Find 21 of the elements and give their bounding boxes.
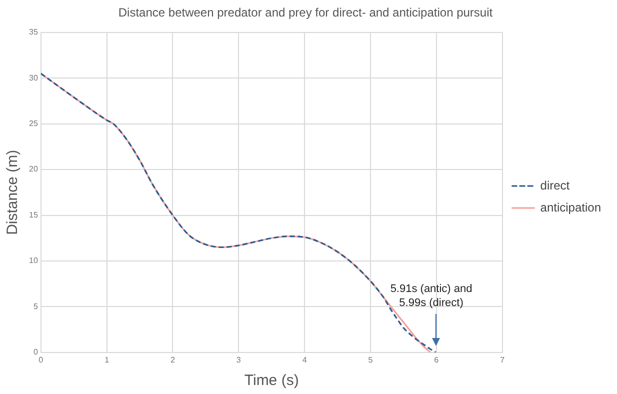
x-tick-label: 7 bbox=[500, 355, 506, 364]
annotation: 5.91s (antic) and 5.99s (direct) bbox=[389, 282, 474, 310]
y-tick-label: 30 bbox=[28, 73, 38, 82]
y-tick-label: 5 bbox=[33, 302, 38, 311]
y-tick-label: 25 bbox=[28, 119, 38, 128]
x-axis-title: Time (s) bbox=[244, 372, 299, 390]
x-tick-label: 5 bbox=[368, 355, 374, 364]
y-tick-label: 15 bbox=[28, 210, 38, 220]
x-tick-label: 1 bbox=[104, 355, 110, 364]
legend-label: anticipation bbox=[540, 200, 602, 214]
legend-label: direct bbox=[540, 178, 570, 192]
x-tick-label: 3 bbox=[236, 355, 242, 364]
x-tick-label: 4 bbox=[302, 355, 308, 364]
x-tick-label: 6 bbox=[434, 355, 440, 364]
y-tick-label: 0 bbox=[33, 348, 38, 357]
x-tick-label: 2 bbox=[170, 355, 176, 364]
y-tick-label: 35 bbox=[28, 28, 38, 37]
chart-title: Distance between predator and prey for direct- and anticipation pursuit bbox=[118, 6, 494, 20]
y-axis-title: Distance (m) bbox=[4, 150, 22, 235]
y-tick-label: 20 bbox=[28, 164, 38, 174]
y-tick-label: 10 bbox=[28, 256, 38, 266]
